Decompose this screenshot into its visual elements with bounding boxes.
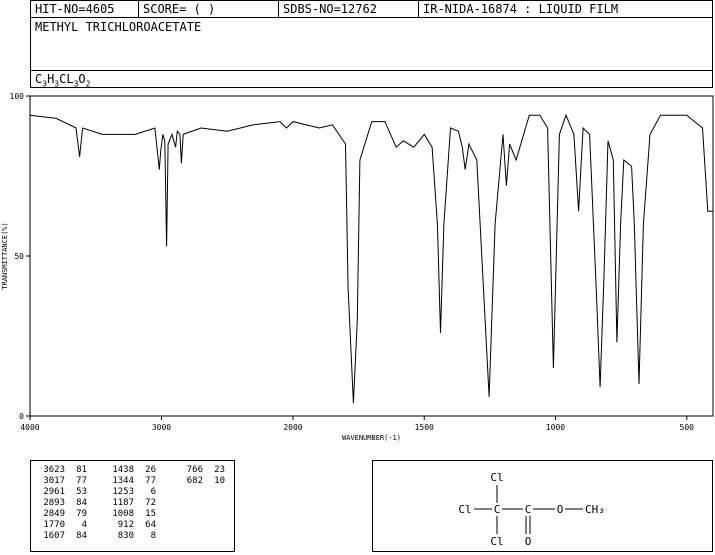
x-tick-label: 2000	[283, 423, 302, 432]
peak-wavenumber: 1253	[112, 487, 134, 497]
peak-wavenumber: 1008	[112, 509, 134, 519]
peak-wavenumber: 2893	[43, 498, 65, 508]
y-tick-label: 100	[10, 92, 25, 101]
carbonyl-oxygen: O	[525, 535, 532, 548]
formula-row	[31, 70, 712, 88]
peak-row: 912 64	[104, 520, 156, 531]
hit-no: HIT-NO=4605	[31, 1, 139, 17]
formula-count: 3	[54, 79, 60, 89]
peak-wavenumber: 682	[186, 476, 203, 486]
ether-oxygen: O	[557, 503, 564, 516]
peak-column: 1438 26 1344 77 1253 6 1187 72 1008 15 912 64 830 8	[104, 465, 156, 542]
peak-wavenumber: 1344	[112, 476, 134, 486]
peak-transmittance: 10	[214, 476, 225, 486]
peak-wavenumber: 912	[117, 520, 134, 530]
y-tick-label: 50	[14, 252, 24, 261]
formula-element: O	[78, 72, 86, 86]
peak-transmittance: 77	[76, 476, 87, 486]
methyl-group: CH₃	[585, 503, 605, 516]
peak-row: 1187 72	[104, 498, 156, 509]
peak-row: 3017 77	[35, 476, 87, 487]
peak-wavenumber: 3623	[43, 465, 65, 475]
x-tick-label: 3000	[152, 423, 171, 432]
peak-wavenumber: 2849	[43, 509, 65, 519]
peak-wavenumber: 1438	[112, 465, 134, 475]
peak-row: 1253 6	[104, 487, 156, 498]
peak-transmittance: 26	[145, 465, 156, 475]
peak-row: 2961 53	[35, 487, 87, 498]
sdbs-no: SDBS-NO=12762	[279, 1, 419, 17]
peak-row: 2849 79	[35, 509, 87, 520]
x-axis-label: WAVENUMBER(-1)	[342, 434, 401, 442]
y-tick-label: 0	[19, 412, 24, 421]
peak-transmittance: 53	[76, 487, 87, 497]
peak-transmittance: 72	[145, 498, 156, 508]
spectrum-line	[29, 113, 713, 404]
formula-count: 3	[42, 79, 48, 89]
peak-table: 3623 81 3017 77 2961 53 2893 84 2849 79 1770 4 1607 8…	[30, 460, 235, 552]
peak-wavenumber: 1770	[43, 520, 65, 530]
peak-row: 2893 84	[35, 498, 87, 509]
x-tick-label: 4000	[20, 423, 39, 432]
plot-frame	[29, 95, 714, 417]
ir-spectrum-chart: 4000 3000 2000 1500 1000 500 0 50 100 WAVENUMBER(…	[1, 92, 714, 442]
peak-transmittance: 77	[145, 476, 156, 486]
structure-panel: Cl Cl C C O CH₃ Cl O	[372, 460, 713, 552]
peak-transmittance: 23	[214, 465, 225, 475]
score: SCORE= ( )	[139, 1, 279, 17]
compound-name: METHYL TRICHLOROACETATE	[35, 20, 202, 34]
peak-transmittance: 64	[145, 520, 156, 530]
formula-element: C	[35, 72, 43, 86]
peak-transmittance: 84	[76, 498, 87, 508]
formula-element: CL	[59, 72, 74, 86]
peak-row: 3623 81	[35, 465, 87, 476]
peak-wavenumber: 766	[186, 465, 203, 475]
molecular-formula: C3H3CL3O2	[35, 71, 90, 92]
peak-transmittance: 6	[150, 487, 156, 497]
peak-transmittance: 8	[150, 531, 156, 541]
formula-element: H	[47, 72, 55, 86]
peak-column: 3623 81 3017 77 2961 53 2893 84 2849 79 1770 4 1607 8…	[35, 465, 87, 542]
x-tick-label: 1500	[415, 423, 434, 432]
peak-row: 1438 26	[104, 465, 156, 476]
ir-nida: IR-NIDA-16874 : LIQUID FILM	[423, 2, 619, 16]
peak-row: 682 10	[173, 476, 225, 487]
peak-row: 1770 4	[35, 520, 87, 531]
peak-transmittance: 15	[145, 509, 156, 519]
header-row: HIT-NO=4605 SCORE= ( ) SDBS-NO=12762 IR-…	[31, 1, 712, 18]
chlorine-bottom: Cl	[490, 535, 503, 548]
peak-wavenumber: 1187	[112, 498, 134, 508]
peak-row: 1008 15	[104, 509, 156, 520]
y-axis-label: TRANSMITTANCE(%)	[1, 222, 9, 289]
formula-count: 2	[85, 79, 91, 89]
peak-row: 1344 77	[104, 476, 156, 487]
chlorine-top: Cl	[490, 471, 503, 484]
peak-wavenumber: 3017	[43, 476, 65, 486]
header-panel: HIT-NO=4605 SCORE= ( ) SDBS-NO=12762 IR-…	[30, 0, 713, 88]
x-tick-label: 1000	[546, 423, 565, 432]
peak-column: 766 23 682 10	[173, 465, 225, 487]
peak-wavenumber: 1607	[43, 531, 65, 541]
peak-transmittance: 4	[81, 520, 87, 530]
carbon-b: C	[525, 503, 532, 516]
formula-count: 3	[73, 79, 79, 89]
structure-diagram: Cl Cl C C O CH₃ Cl O	[458, 471, 605, 548]
peak-wavenumber: 830	[117, 531, 134, 541]
peak-transmittance: 81	[76, 465, 87, 475]
peak-transmittance: 79	[76, 509, 87, 519]
carbon-a: C	[494, 503, 501, 516]
chlorine-left: Cl	[458, 503, 471, 516]
peak-wavenumber: 2961	[43, 487, 65, 497]
peak-transmittance: 84	[76, 531, 87, 541]
peak-row: 830 8	[104, 531, 156, 542]
x-tick-label: 500	[680, 423, 695, 432]
peak-row: 1607 84	[35, 531, 87, 542]
peak-row: 766 23	[173, 465, 225, 476]
